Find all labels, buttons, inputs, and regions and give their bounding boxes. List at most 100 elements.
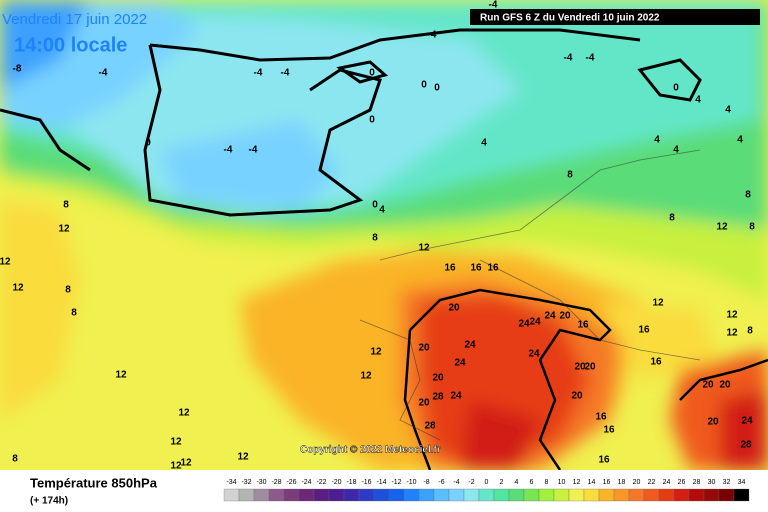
contour-label: 12 (170, 461, 182, 472)
scale-swatch (403, 488, 420, 502)
contour-label: 12 (180, 458, 192, 469)
contour-label: 28 (740, 440, 752, 451)
contour-label: 12 (370, 347, 382, 358)
scale-label: 4 (515, 479, 519, 486)
scale-label: 16 (603, 479, 611, 486)
scale-label: 6 (530, 479, 534, 486)
contour-label: 28 (424, 421, 436, 432)
scale-swatch (373, 488, 390, 502)
scale-label: 26 (678, 479, 686, 486)
contour-label: 24 (518, 319, 530, 330)
scale-swatch (358, 488, 375, 502)
contour-label: 28 (432, 392, 444, 403)
contour-label: 12 (726, 310, 738, 321)
contour-label: 0 (434, 83, 440, 94)
contour-label: 4 (481, 138, 487, 149)
scale-label: -8 (423, 479, 429, 486)
scale-swatch (388, 488, 405, 502)
contour-label: -4 (489, 0, 498, 11)
time: 14:00 locale (14, 34, 127, 56)
scale-label: 18 (618, 479, 626, 486)
coastlines (359, 149, 701, 441)
contour-label: 8 (669, 213, 675, 224)
scale-swatch (553, 488, 570, 502)
contour-label: 8 (745, 190, 751, 201)
scale-swatch (673, 488, 690, 502)
scale-swatch (283, 488, 300, 502)
contour-label: 0 (673, 83, 679, 94)
scale-swatch (583, 488, 600, 502)
scale-swatch (718, 488, 735, 502)
scale-label: -10 (406, 479, 416, 486)
scale-swatch (643, 488, 660, 502)
contour-label: 8 (65, 285, 71, 296)
contour-label: 24 (528, 349, 540, 360)
contour-label: 12 (170, 437, 182, 448)
color-scale: -34 -32 -30 -28 -26 -24 -22 -20 -18 -16 -14 -12 -10-… (223, 479, 750, 502)
contour-label: 20 (702, 380, 714, 391)
contour-label: 8 (747, 326, 753, 337)
scale-swatch (688, 488, 705, 502)
scale-label: 24 (663, 479, 671, 486)
scale-label: 12 (573, 479, 581, 486)
contour-label: 16 (638, 325, 650, 336)
contour-label: 16 (595, 412, 607, 423)
contour-label: 20 (418, 398, 430, 409)
contour-label: 12 (237, 452, 249, 463)
contour-label: 24 (450, 391, 462, 402)
scale-label: -16 (361, 479, 371, 486)
scale-label: -18 (346, 479, 356, 486)
contour-label: -4 (99, 68, 108, 79)
scale-label: -14 (376, 479, 386, 486)
contour-label: 16 (650, 357, 662, 368)
contour-label: -4 (564, 53, 573, 64)
scale-swatch (598, 488, 615, 502)
copyright: Copyright © 2022 Meteociel.fr (300, 445, 441, 456)
scale-label: -20 (331, 479, 341, 486)
footer-title: Température 850hPa (30, 475, 158, 490)
run-box (470, 9, 760, 25)
scale-label: -4 (453, 479, 459, 486)
contour-label: 12 (726, 328, 738, 339)
contour-label: -4 (586, 53, 595, 64)
contour-label: 20 (707, 417, 719, 428)
contour-label: 8 (749, 222, 755, 233)
contour-label: 12 (0, 257, 11, 268)
contour-label: 4 (379, 205, 385, 216)
scale-swatch (508, 488, 525, 502)
contour-label: -4 (281, 68, 290, 79)
scale-swatch (298, 488, 315, 502)
scale-label: -2 (468, 479, 474, 486)
scale-label: -34 (226, 479, 236, 486)
contour-label: 20 (418, 343, 430, 354)
contour-label: 16 (487, 263, 499, 274)
scale-swatch (433, 488, 450, 502)
contour-label: 8 (567, 170, 573, 181)
scale-label: 22 (648, 479, 656, 486)
twenty-isotherm (403, 288, 768, 470)
contour-label: -4 (224, 145, 233, 156)
contour-label: 16 (577, 320, 589, 331)
scale-swatch (613, 488, 630, 502)
scale-swatch (238, 488, 255, 502)
contour-label: 12 (115, 370, 127, 381)
scale-swatch (733, 488, 750, 502)
contour-label: -4 (428, 30, 437, 41)
contour-label: 0 (369, 68, 375, 79)
scale-swatch (253, 488, 270, 502)
contour-label: 8 (63, 200, 69, 211)
contour-label: 16 (444, 263, 456, 274)
scale-label: 20 (633, 479, 641, 486)
scale-label: -6 (438, 479, 444, 486)
contour-label: 20 (571, 391, 583, 402)
scale-label: -24 (301, 479, 311, 486)
contour-label: 4 (737, 135, 743, 146)
contour-label: 8 (372, 233, 378, 244)
contour-label: 16 (598, 455, 610, 466)
scale-label: 8 (545, 479, 549, 486)
contour-label: 12 (12, 283, 24, 294)
scale-label: 0 (485, 479, 489, 486)
contour-label: 0 (421, 80, 427, 91)
